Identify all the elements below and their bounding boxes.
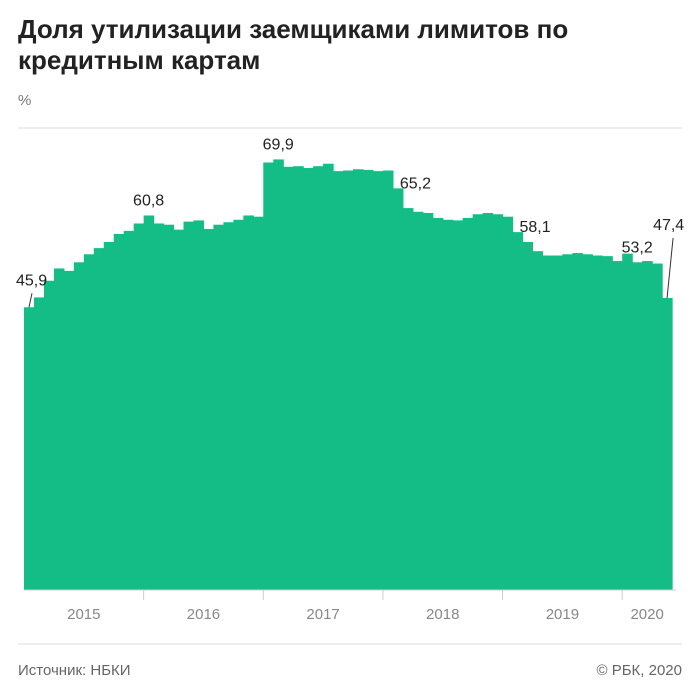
area-step [243, 215, 254, 590]
area-step [442, 219, 454, 590]
data-label: 47,4 [653, 217, 684, 234]
annotation-leader [666, 237, 674, 299]
area-step [622, 253, 633, 590]
area-step [362, 169, 374, 590]
area-step [123, 230, 135, 590]
area-step [143, 215, 155, 590]
area-step [512, 232, 524, 590]
data-label: 65,2 [400, 175, 431, 192]
area-step [532, 251, 544, 590]
area-step [392, 188, 404, 590]
area-step [93, 248, 105, 590]
area-step [283, 166, 294, 590]
x-tick-label: 2020 [630, 606, 663, 623]
area-step [582, 254, 593, 590]
area-step [73, 262, 85, 590]
x-tick-label: 2016 [187, 606, 220, 623]
area-step [612, 261, 623, 590]
area-step [153, 223, 165, 591]
area-step [353, 169, 364, 590]
area-step [24, 307, 35, 590]
area-step [253, 216, 264, 590]
area-step [372, 171, 384, 590]
area-step [462, 217, 474, 590]
area-step [452, 220, 464, 590]
data-label: 53,2 [622, 239, 653, 256]
area-step [83, 254, 95, 590]
x-tick-label: 2017 [306, 606, 339, 623]
area-step [193, 220, 205, 590]
data-label: 45,9 [16, 272, 47, 289]
area-step [333, 171, 344, 590]
area-step [412, 211, 424, 590]
area-step [482, 213, 494, 590]
area-step [293, 166, 304, 590]
data-label: 58,1 [520, 219, 551, 236]
area-step [382, 170, 394, 590]
area-step [263, 162, 274, 590]
area-step [562, 254, 573, 590]
area-step [173, 229, 185, 590]
area-step [323, 163, 334, 591]
area-step [33, 297, 45, 590]
area-step [303, 168, 314, 591]
source-note: Источник: НБКИ [18, 662, 131, 679]
x-tick-label: 2018 [426, 606, 459, 623]
copyright-note: © РБК, 2020 [596, 662, 682, 679]
area-step [402, 208, 414, 590]
chart-title: Доля утилизации заемщиками лимитов по кр… [18, 14, 569, 75]
area-step [552, 255, 563, 590]
area-step [43, 280, 55, 590]
area-step [662, 298, 673, 590]
area-step [213, 224, 224, 590]
area-step [133, 223, 145, 591]
x-tick-label: 2019 [546, 606, 579, 623]
area-step [422, 213, 434, 590]
data-label: 69,9 [263, 136, 294, 153]
area-step [103, 241, 115, 590]
area-step [113, 233, 125, 590]
area-step [63, 270, 75, 590]
area-step [273, 159, 284, 591]
area-step [233, 219, 244, 590]
data-label: 60,8 [133, 192, 164, 209]
unit-label: % [18, 92, 32, 109]
area-step [502, 216, 514, 590]
area-step [223, 222, 234, 590]
area-step [602, 256, 613, 590]
area-step [313, 166, 324, 590]
area-step [652, 263, 663, 590]
area-step [542, 255, 554, 590]
area-step [572, 253, 583, 591]
area-step [632, 262, 643, 590]
area-step [53, 268, 65, 590]
area-step [163, 224, 175, 590]
area-step [203, 229, 215, 590]
area-step [642, 261, 653, 590]
area-step [592, 255, 603, 590]
annotation-leader [28, 293, 33, 308]
area-step [183, 221, 195, 590]
area-step [343, 170, 354, 590]
area-step [432, 217, 444, 590]
area-step [492, 214, 504, 591]
x-tick-label: 2015 [67, 606, 100, 623]
area-step [522, 241, 534, 590]
area-step [472, 214, 484, 591]
